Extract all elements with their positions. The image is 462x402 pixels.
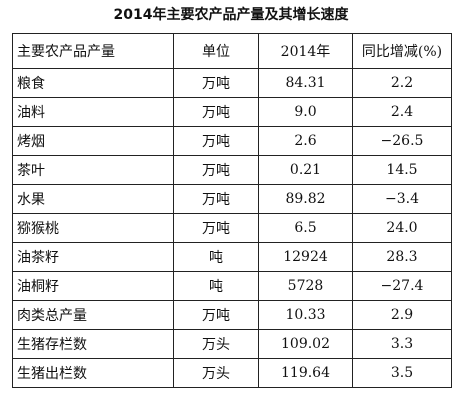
cell: 3.3 (352, 329, 452, 359)
cell: 油料 (12, 97, 174, 127)
cell: 万吨 (173, 184, 259, 214)
cell: 万头 (173, 329, 259, 359)
cell: 14.5 (352, 155, 452, 185)
cell: −26.5 (352, 126, 452, 156)
cell: 油茶籽 (12, 242, 174, 272)
cell: 3.5 (352, 358, 452, 388)
cell: 5728 (258, 271, 353, 301)
title: 2014年主要农产品产量及其增长速度 (113, 7, 349, 23)
cell: 肉类总产量 (12, 300, 174, 330)
cell: 万吨 (173, 155, 259, 185)
cell: −3.4 (352, 184, 452, 214)
cell: 2.9 (352, 300, 452, 330)
cell: 吨 (173, 242, 259, 272)
row: 油料 万吨 9.0 2.4 (12, 97, 452, 127)
header-cell: 2014年 (258, 33, 353, 69)
header-cell: 同比增减(%) (352, 33, 452, 69)
cell: 2.2 (352, 68, 452, 98)
cell: 2.6 (258, 126, 353, 156)
cell: 28.3 (352, 242, 452, 272)
row: 油茶籽吨 12924 28.3 (12, 242, 452, 272)
header-cell: 单位 (173, 33, 259, 69)
cell: 万吨 (173, 68, 259, 98)
row: 油桐籽吨 5728 −27.4 (12, 271, 452, 301)
table: 主要农产品产量 单位 2014年 同比增减(%) 粮食 万吨 84.31 2.2 油料 万吨 9.0… (12, 33, 452, 388)
cell: 生猪出栏数 (12, 358, 174, 388)
row: 粮食 万吨 84.31 2.2 (12, 68, 452, 98)
cell: 12924 (258, 242, 353, 272)
row: 肉类总产量 万吨 10.33 2.9 (12, 300, 452, 330)
cell: 89.82 (258, 184, 353, 214)
row: 水果 万吨 89.82 −3.4 (12, 184, 452, 214)
cell: 6.5 (258, 213, 353, 243)
cell: 粮食 (12, 68, 174, 98)
cell: 水果 (12, 184, 174, 214)
cell: 万头 (173, 358, 259, 388)
row: 生猪存栏数 万头 109.02 3.3 (12, 329, 452, 359)
row: 猕猴桃 万吨 6.5 24.0 (12, 213, 452, 243)
cell: 24.0 (352, 213, 452, 243)
row: 茶叶 万吨 0.21 14.5 (12, 155, 452, 185)
cell: 9.0 (258, 97, 353, 127)
cell: 万吨 (173, 97, 259, 127)
cell: 茶叶 (12, 155, 174, 185)
cell: 万吨 (173, 300, 259, 330)
cell: 万吨 (173, 213, 259, 243)
cell: 猕猴桃 (12, 213, 174, 243)
cell: 生猪存栏数 (12, 329, 174, 359)
cell: 吨 (173, 271, 259, 301)
cell: 万吨 (173, 126, 259, 156)
cell: 烤烟 (12, 126, 174, 156)
header-row: 主要农产品产量 单位 2014年 同比增减(%) (12, 33, 452, 69)
row: 生猪出栏数 万头 119.64 3.5 (12, 358, 452, 388)
row: 烤烟 万吨 2.6 −26.5 (12, 126, 452, 156)
cell: 84.31 (258, 68, 353, 98)
cell: 10.33 (258, 300, 353, 330)
cell: 0.21 (258, 155, 353, 185)
cell: −27.4 (352, 271, 452, 301)
cell: 油桐籽 (12, 271, 174, 301)
cell: 119.64 (258, 358, 353, 388)
cell: 2.4 (352, 97, 452, 127)
cell: 109.02 (258, 329, 353, 359)
header-cell: 主要农产品产量 (12, 33, 174, 69)
